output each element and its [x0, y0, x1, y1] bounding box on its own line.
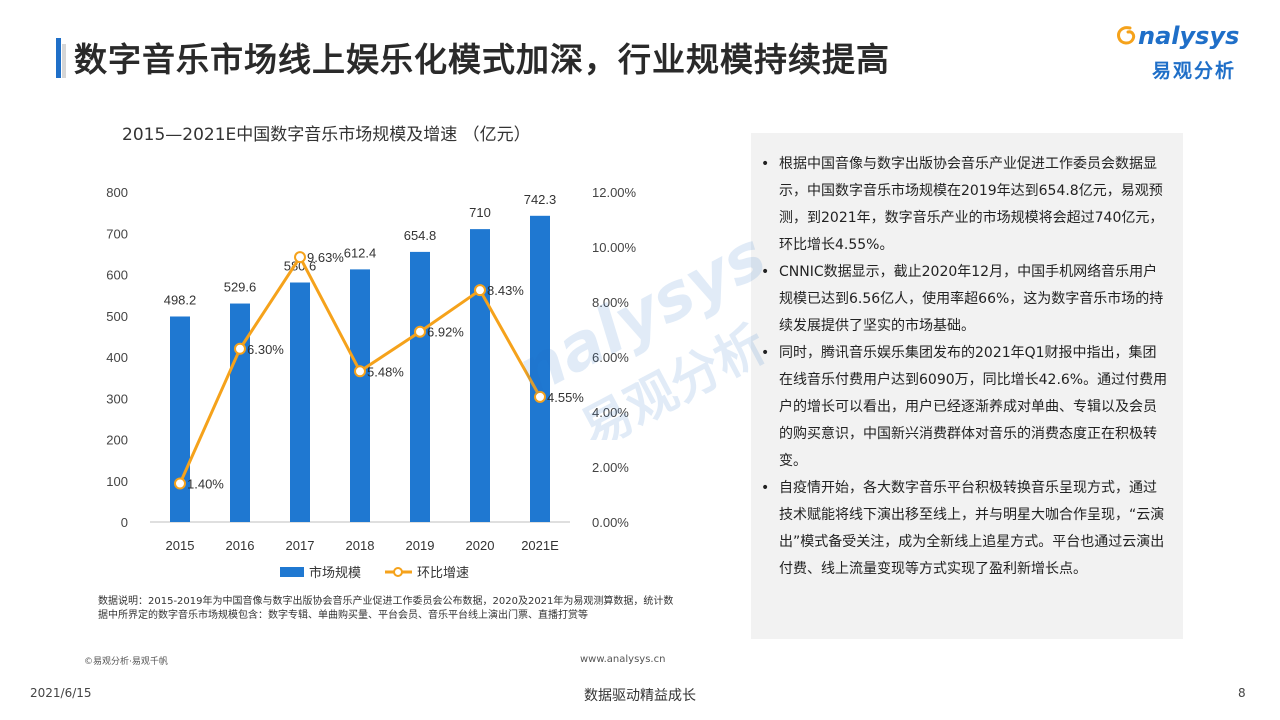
bar-value-label: 612.4: [344, 245, 377, 260]
report-date: 2021/6/15: [30, 686, 92, 700]
growth-point: [294, 251, 306, 264]
y-left-tick-label: 300: [106, 391, 128, 406]
insight-item: • 根据中国音像与数字出版协会音乐产业促进工作委员会数据显示，中国数字音乐市场规模…: [761, 151, 1169, 259]
insight-item: • 自疫情开始，各大数字音乐平台积极转换音乐呈现方式，通过技术赋能将线下演出移至线…: [761, 475, 1169, 583]
growth-point: [534, 390, 546, 403]
insight-text: 自疫情开始，各大数字音乐平台积极转换音乐呈现方式，通过技术赋能将线下演出移至线上…: [779, 480, 1165, 577]
legend-bar-swatch: [280, 567, 304, 577]
y-left-tick-label: 700: [106, 226, 128, 241]
insight-text: 同时，腾讯音乐娱乐集团发布的2021年Q1财报中指出，集团在线音乐付费用户达到6…: [779, 345, 1168, 469]
legend-line-label: 环比增速: [417, 566, 469, 581]
x-tick-label: 2019: [406, 538, 435, 553]
x-tick-label: 2016: [226, 538, 255, 553]
growth-value-label: 5.48%: [367, 364, 404, 379]
logo-cn-text: 易观分析: [1152, 60, 1237, 82]
chart-title: 2015—2021E中国数字音乐市场规模及增速 （亿元）: [122, 125, 531, 145]
legend-bar-label: 市场规模: [309, 565, 361, 581]
data-note: 数据说明：2015-2019年为中国音像与数字出版协会音乐产业促进工作委员会公布…: [98, 596, 674, 621]
insight-panel: • 根据中国音像与数字出版协会音乐产业促进工作委员会数据显示，中国数字音乐市场规模…: [751, 133, 1183, 639]
growth-point: [174, 477, 186, 490]
legend-line-marker: [393, 567, 403, 577]
y-right-tick-label: 12.00%: [592, 185, 637, 200]
y-right-tick-label: 10.00%: [592, 240, 637, 255]
bar-value-label: 742.3: [524, 192, 557, 207]
growth-value-label: 6.30%: [247, 342, 284, 357]
growth-value-label: 4.55%: [547, 390, 584, 405]
analysys-logo: nalysys 易观分析: [1117, 22, 1252, 82]
bar-value-label: 498.2: [164, 292, 197, 307]
x-tick-label: 2015: [166, 538, 195, 553]
y-left-tick-label: 600: [106, 268, 128, 283]
bar-value-label: 710: [469, 205, 491, 220]
y-left-tick-label: 800: [106, 185, 128, 200]
y-left-tick-label: 400: [106, 350, 128, 365]
bar-value-label: 654.8: [404, 228, 437, 243]
copyright-text: ©易观分析·易观千帆: [84, 657, 168, 667]
bullet-icon: •: [761, 345, 770, 361]
insight-list: • 根据中国音像与数字出版协会音乐产业促进工作委员会数据显示，中国数字音乐市场规模…: [751, 133, 1183, 583]
y-right-tick-label: 8.00%: [592, 295, 629, 310]
growth-point: [234, 342, 246, 355]
page-number: 8: [1238, 686, 1246, 700]
bullet-icon: •: [761, 156, 770, 172]
y-right-tick-label: 4.00%: [592, 405, 629, 420]
website-url: www.analysys.cn: [580, 654, 666, 665]
y-left-tick-label: 100: [106, 474, 128, 489]
bar: [410, 251, 430, 522]
bar-value-label: 529.6: [224, 280, 257, 295]
growth-value-label: 6.92%: [427, 325, 464, 340]
bar: [470, 229, 490, 522]
y-left-tick-label: 0: [121, 515, 128, 530]
market-size-chart: 0 100 200 300 400 500 600 700 800 0.00% 2.00% 4.00%…: [106, 185, 637, 581]
insight-item: • CNNIC数据显示，截止2020年12月，中国手机网络音乐用户规模已达到6.5…: [761, 259, 1169, 340]
bar: [290, 282, 310, 522]
bar: [350, 269, 370, 522]
slogan: 数据驱动精益成长: [584, 688, 696, 704]
y-left-tick-label: 500: [106, 309, 128, 324]
insight-item: • 同时，腾讯音乐娱乐集团发布的2021年Q1财报中指出，集团在线音乐付费用户达到…: [761, 340, 1169, 475]
bullet-icon: •: [761, 480, 770, 496]
growth-value-label: 9.63%: [307, 250, 344, 265]
page-title: 数字音乐市场线上娱乐化模式加深，行业规模持续提高: [74, 40, 890, 79]
bullet-icon: •: [761, 264, 770, 280]
y-left-tick-label: 200: [106, 433, 128, 448]
x-tick-label: 2021E: [521, 538, 559, 553]
x-tick-label: 2017: [286, 538, 315, 553]
growth-value-label: 1.40%: [187, 477, 224, 492]
growth-value-label: 8.43%: [487, 283, 524, 298]
growth-point: [414, 325, 426, 338]
y-right-tick-label: 0.00%: [592, 515, 629, 530]
title-accent-bar: [56, 38, 61, 78]
logo-en-text: nalysys: [1138, 22, 1240, 50]
growth-point: [474, 284, 486, 297]
x-tick-label: 2020: [466, 538, 495, 553]
y-right-tick-label: 6.00%: [592, 350, 629, 365]
logo-swirl-icon: [1117, 26, 1136, 45]
growth-point: [354, 365, 366, 378]
title-accent-shadow: [62, 44, 66, 78]
x-tick-label: 2018: [346, 538, 375, 553]
y-right-tick-label: 2.00%: [592, 460, 629, 475]
insight-text: 根据中国音像与数字出版协会音乐产业促进工作委员会数据显示，中国数字音乐市场规模在…: [779, 156, 1164, 253]
bar: [530, 215, 550, 522]
insight-text: CNNIC数据显示，截止2020年12月，中国手机网络音乐用户规模已达到6.56…: [779, 264, 1164, 334]
